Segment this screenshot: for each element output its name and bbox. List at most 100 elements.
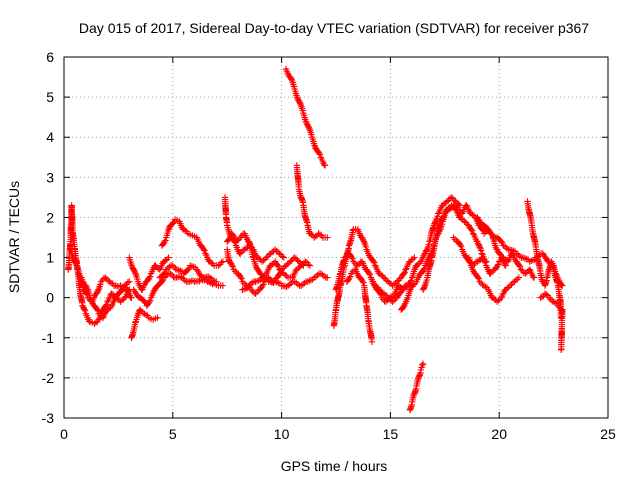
data-point-trail <box>273 247 282 256</box>
data-point-trail <box>501 243 512 253</box>
data-point <box>165 254 172 261</box>
data-point-trail <box>92 318 101 326</box>
data-point <box>400 286 407 293</box>
data-point-trail <box>398 296 411 312</box>
data-point <box>302 258 309 265</box>
x-tick-label: 20 <box>491 426 507 442</box>
data-point-trail <box>92 303 102 315</box>
data-point-trail <box>445 195 454 204</box>
data-point-trail <box>351 260 360 269</box>
data-point-trail <box>495 296 504 304</box>
data-point-trail <box>153 263 162 273</box>
data-point <box>93 290 100 297</box>
data-point-trail <box>497 255 506 264</box>
data-point <box>128 294 135 301</box>
data-point-trail <box>168 218 178 228</box>
data-point <box>530 274 538 281</box>
data-point-trail <box>266 278 277 286</box>
data-point <box>102 274 109 281</box>
data-point <box>419 360 427 368</box>
data-point-trail <box>250 256 261 273</box>
data-point-trail <box>503 284 512 292</box>
data-point-trail <box>388 292 397 300</box>
data-point-trail <box>198 243 208 254</box>
data-point-trail <box>368 255 378 266</box>
data-point-trail <box>547 296 556 305</box>
data-point <box>167 270 174 277</box>
data-point-trail <box>79 303 89 315</box>
data-series <box>524 198 565 321</box>
data-point-trail <box>410 280 419 288</box>
data-point-trail <box>295 263 303 272</box>
data-point-trail <box>271 275 279 284</box>
data-point-trail <box>99 275 108 284</box>
data-point-trail <box>94 281 104 296</box>
data-point-trail <box>455 239 465 250</box>
data-point <box>252 290 259 297</box>
data-point-trail <box>272 260 282 270</box>
data-point-trail <box>116 285 128 296</box>
data-point-trail <box>456 207 464 216</box>
data-point <box>498 294 505 301</box>
data-point <box>358 234 366 241</box>
data-point <box>193 266 200 273</box>
data-point-trail <box>514 260 524 270</box>
data-point <box>213 278 220 285</box>
data-point <box>522 270 529 277</box>
data-point-trail <box>109 291 121 308</box>
data-point-trail <box>333 284 344 311</box>
data-point <box>389 298 396 305</box>
data-series <box>465 250 538 281</box>
data-point-trail <box>428 234 439 260</box>
data-point-trail <box>306 276 316 284</box>
data-point-trail <box>488 231 499 241</box>
data-point-trail <box>208 275 218 285</box>
y-tick-label: -1 <box>42 330 55 346</box>
data-point-trail <box>171 264 179 273</box>
data-point-trail <box>377 271 386 279</box>
data-point-trail <box>131 267 141 283</box>
data-point-trail <box>179 275 190 285</box>
data-point-trail <box>162 256 171 264</box>
data-point-trail <box>408 255 417 264</box>
data-series <box>126 254 172 293</box>
data-point-trail <box>253 287 262 296</box>
data-point-trail <box>274 269 284 280</box>
data-point-trail <box>240 284 251 293</box>
data-point-trail <box>162 270 173 280</box>
data-point-trail <box>449 195 458 204</box>
data-point <box>280 254 287 261</box>
data-series <box>158 216 227 269</box>
data-point-trail <box>316 231 325 239</box>
data-point-trail <box>118 296 127 304</box>
data-point <box>456 202 464 209</box>
data-point-trail <box>418 265 428 276</box>
data-point-trail <box>477 224 487 234</box>
data-point-trail <box>181 264 193 276</box>
data-point-trail <box>474 240 485 254</box>
x-tick-label: 25 <box>600 426 616 442</box>
data-point-trail <box>253 276 264 285</box>
data-point-trail <box>418 361 426 371</box>
data-point-trail <box>242 244 251 252</box>
data-series <box>474 214 566 289</box>
data-point-trail <box>268 260 277 268</box>
data-point-trail <box>260 275 271 283</box>
data-point-trail <box>390 280 399 288</box>
data-point-trail <box>144 273 154 284</box>
data-point-trail <box>364 267 374 278</box>
y-tick-label: 6 <box>46 49 54 65</box>
data-point-trail <box>397 283 406 293</box>
data-point-trail <box>538 292 547 301</box>
data-point-trail <box>488 266 497 276</box>
data-point-trail <box>386 279 395 288</box>
data-point <box>276 250 283 257</box>
data-point-trail <box>105 304 114 312</box>
data-point-trail <box>314 147 324 158</box>
data-point <box>263 254 270 261</box>
data-point-trail <box>477 279 486 289</box>
y-tick-label: 5 <box>46 89 54 105</box>
data-point-trail <box>551 299 560 307</box>
data-point-trail <box>292 255 301 264</box>
y-tick-label: -3 <box>42 410 55 426</box>
